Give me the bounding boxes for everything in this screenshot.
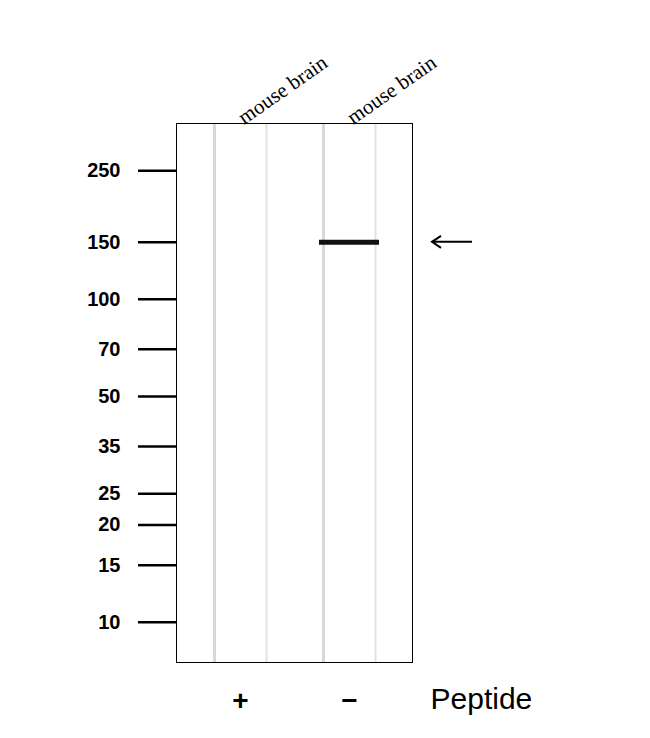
svg-text:150: 150: [87, 231, 120, 253]
svg-text:mouse brain: mouse brain: [233, 50, 332, 129]
svg-text:250: 250: [87, 159, 120, 181]
svg-text:70: 70: [98, 338, 120, 360]
svg-text:20: 20: [98, 513, 120, 535]
svg-text:50: 50: [98, 385, 120, 407]
svg-text:10: 10: [98, 611, 120, 633]
svg-text:+: +: [232, 685, 248, 716]
svg-text:15: 15: [98, 554, 120, 576]
svg-text:Peptide: Peptide: [431, 682, 533, 715]
svg-text:mouse brain: mouse brain: [342, 50, 441, 129]
svg-text:100: 100: [87, 288, 120, 310]
svg-text:−: −: [341, 685, 357, 716]
svg-text:25: 25: [98, 482, 120, 504]
svg-text:35: 35: [98, 435, 120, 457]
